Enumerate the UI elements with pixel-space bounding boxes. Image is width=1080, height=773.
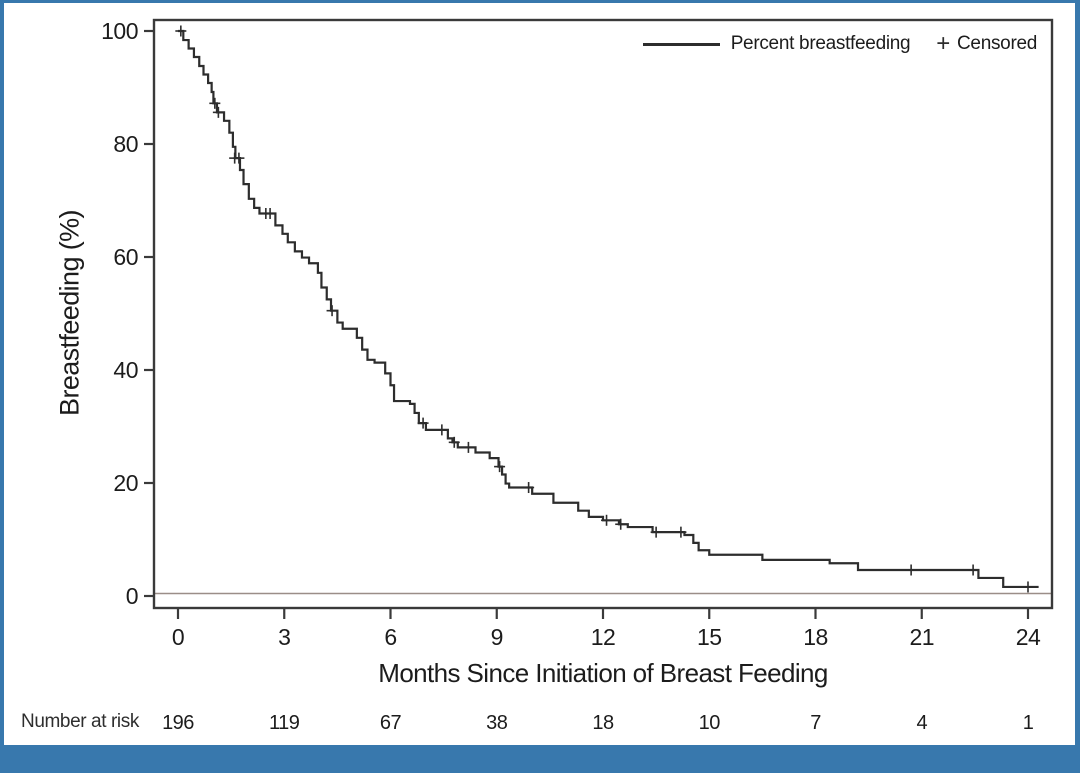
x-tick-label: 12: [591, 624, 616, 650]
risk-count: 67: [380, 712, 402, 734]
y-tick-label: 40: [113, 357, 138, 383]
y-tick-label: 80: [113, 131, 138, 157]
x-tick-label: 21: [909, 624, 934, 650]
survival-curve: [178, 29, 1039, 589]
censored-legend-label: Censored: [957, 33, 1037, 54]
series-legend-label: Percent breastfeeding: [730, 33, 911, 54]
risk-count: 1: [1023, 712, 1034, 734]
bottom-accent-bar: [0, 745, 1080, 773]
x-tick-label: 3: [278, 624, 290, 650]
number-at-risk-label: Number at risk: [21, 711, 139, 732]
y-tick-label: 0: [126, 583, 138, 609]
risk-count: 7: [810, 712, 821, 734]
legend: Percent breastfeeding + Censored: [642, 30, 1037, 57]
x-tick-label: 24: [1016, 624, 1041, 650]
risk-count: 38: [486, 712, 508, 734]
risk-count: 119: [269, 712, 300, 734]
y-tick-label: 100: [101, 18, 138, 44]
series-line-swatch: [642, 42, 720, 46]
y-tick-label: 20: [113, 470, 138, 496]
y-tick-label: 60: [113, 244, 138, 270]
x-tick-label: 18: [803, 624, 828, 650]
x-tick-label: 6: [384, 624, 396, 650]
x-tick-label: 0: [172, 624, 184, 650]
x-tick-label: 9: [491, 624, 503, 650]
km-plot: 0 20 40 60 80 100 0 3 6 9 12 15 18 21 24 196 119 67 38 18 10…: [101, 18, 1054, 734]
x-tick-label: 15: [697, 624, 722, 650]
risk-count: 18: [592, 712, 614, 734]
risk-count: 4: [916, 712, 927, 734]
risk-count: 196: [162, 712, 194, 734]
censored-plus-icon: +: [936, 30, 951, 57]
chart-panel: [4, 3, 1075, 745]
y-axis-title: Breastfeeding (%): [54, 210, 85, 416]
risk-count: 10: [699, 712, 721, 734]
x-axis-title: Months Since Initiation of Breast Feedin…: [378, 658, 828, 688]
